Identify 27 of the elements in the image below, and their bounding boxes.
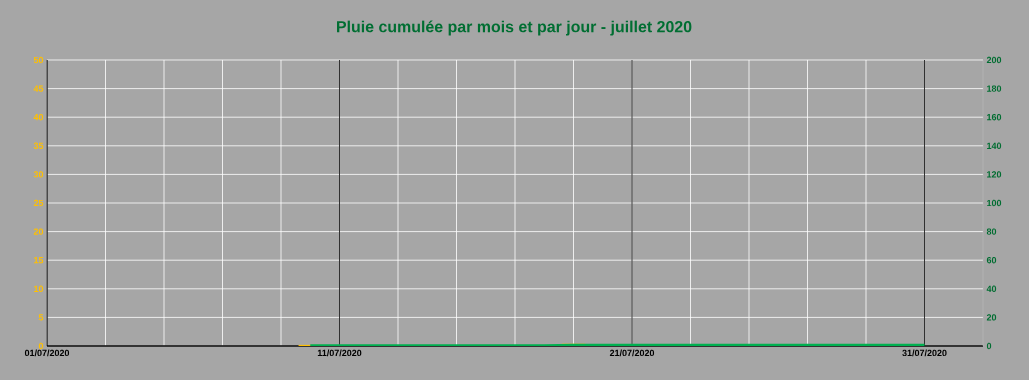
y2-tick-label: 60: [986, 257, 997, 264]
y2-tick-label: 80: [986, 228, 997, 235]
y-tick-label: 5: [38, 314, 44, 321]
y2-tick-label: 120: [987, 171, 1002, 178]
chart-title: Pluie cumulée par mois et par jour - juillet 2020: [337, 20, 692, 36]
x-tick-label: 21/07/2020: [609, 349, 655, 357]
y-tick-label: 45: [33, 85, 44, 92]
y2-tick-label: 0: [986, 342, 992, 350]
y-tick-label: 20: [33, 228, 44, 235]
y-tick-label: 50: [33, 56, 44, 64]
y-tick-label: 30: [33, 171, 44, 178]
y2-tick-label: 180: [987, 85, 1002, 92]
y-tick-label: 40: [33, 114, 44, 121]
x-tick-label: 11/07/2020: [317, 349, 362, 357]
y-tick-label: 25: [33, 199, 44, 207]
y-tick-label: 35: [33, 142, 44, 149]
y2-tick-label: 40: [986, 285, 997, 292]
y-tick-label: 15: [34, 257, 44, 264]
y2-tick-label: 20: [986, 314, 997, 321]
y2-tick-label: 140: [987, 142, 1002, 149]
y-tick-label: 10: [34, 285, 44, 292]
x-tick-label: 01/07/2020: [24, 349, 70, 357]
x-tick-label: 31/07/2020: [902, 349, 947, 357]
y2-tick-label: 200: [986, 56, 1002, 64]
y-tick-label: 0: [38, 342, 44, 350]
y2-tick-label: 100: [987, 199, 1002, 207]
y2-tick-label: 160: [987, 114, 1002, 121]
